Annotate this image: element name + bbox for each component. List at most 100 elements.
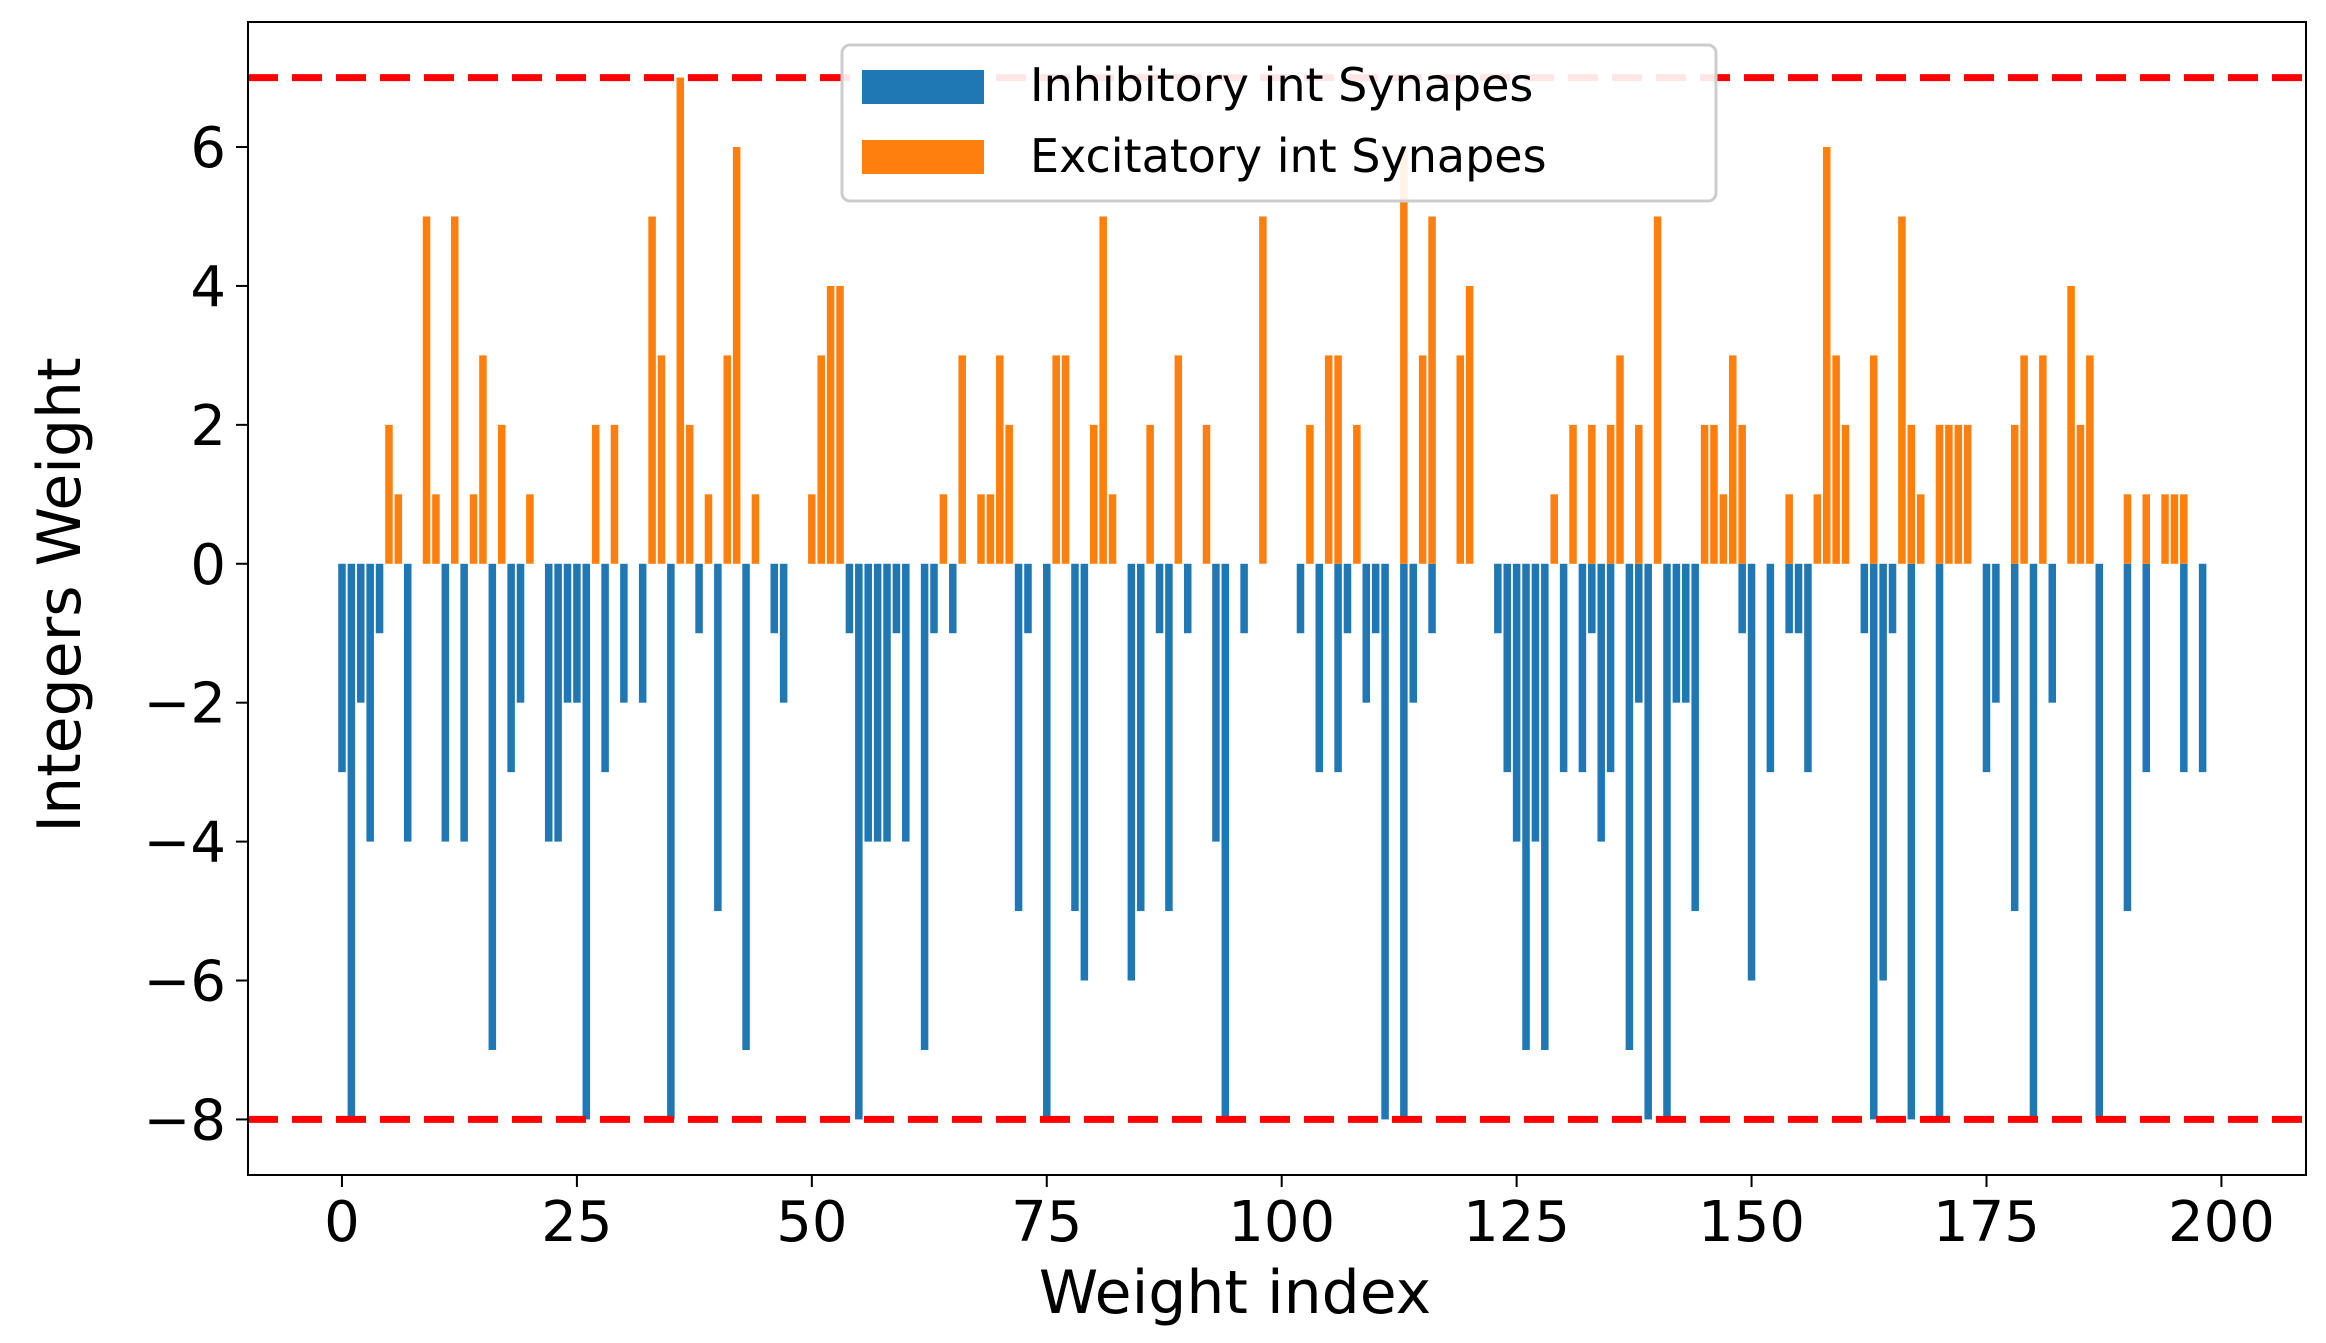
inhibitory-bar — [742, 563, 750, 1050]
excitatory-bar — [1428, 216, 1436, 564]
excitatory-bar — [1146, 424, 1154, 564]
inhibitory-bar — [2048, 563, 2057, 703]
excitatory-bar — [1635, 424, 1643, 564]
excitatory-bar — [836, 285, 844, 564]
inhibitory-bar — [1992, 563, 2000, 703]
x-tick-label: 200 — [2168, 1190, 2275, 1255]
inhibitory-bar — [357, 563, 365, 703]
inhibitory-bar — [1907, 563, 1916, 1120]
inhibitory-bar — [488, 563, 497, 1050]
excitatory-bar — [1306, 424, 1314, 564]
excitatory-bar — [1653, 216, 1662, 564]
excitatory-bar — [591, 424, 600, 564]
inhibitory-bar — [601, 563, 609, 773]
excitatory-bar — [2067, 285, 2075, 564]
excitatory-bar — [610, 424, 619, 564]
excitatory-bar — [2142, 494, 2151, 564]
y-axis: −8 −6 −4 −2 0 2 4 6 — [143, 116, 248, 1153]
inhibitory-bar — [1860, 563, 1869, 634]
inhibitory-bar — [1371, 563, 1380, 634]
excitatory-bar — [469, 494, 478, 564]
excitatory-bar — [704, 494, 713, 564]
excitatory-bar — [1616, 355, 1624, 564]
excitatory-bar — [1465, 285, 1474, 564]
inhibitory-bar — [1212, 563, 1220, 842]
excitatory-bar — [1832, 355, 1840, 564]
excitatory-bar — [986, 494, 995, 564]
inhibitory-bar — [902, 563, 910, 842]
y-tick-label: −4 — [143, 811, 226, 876]
inhibitory-bar — [1428, 563, 1436, 634]
excitatory-bar — [1588, 424, 1596, 564]
inhibitory-bar — [1982, 563, 1991, 773]
excitatory-bar — [977, 494, 985, 564]
excitatory-bar — [751, 494, 760, 564]
inhibitory-bar — [1343, 563, 1352, 634]
excitatory-bar — [2076, 424, 2085, 564]
excitatory-bar — [385, 424, 393, 564]
x-tick-label: 150 — [1698, 1190, 1805, 1255]
excitatory-bar — [939, 494, 948, 564]
inhibitory-bar — [667, 563, 675, 1120]
x-tick-label: 125 — [1463, 1190, 1570, 1255]
inhibitory-bar — [620, 563, 628, 703]
inhibitory-bar — [460, 563, 468, 842]
y-tick-label: 0 — [190, 533, 226, 598]
inhibitory-bar — [1691, 563, 1699, 912]
legend-swatch-inhibitory — [862, 70, 984, 104]
excitatory-bar — [732, 147, 741, 564]
inhibitory-bar — [1682, 563, 1690, 703]
y-tick-label: 2 — [190, 394, 226, 459]
inhibitory-bar — [1559, 563, 1568, 773]
inhibitory-bar — [1522, 563, 1530, 1050]
inhibitory-bar — [638, 563, 647, 703]
inhibitory-bar — [2180, 563, 2188, 773]
legend-box — [840, 43, 1718, 203]
excitatory-bar — [1353, 424, 1361, 564]
excitatory-bar — [657, 355, 666, 564]
y-tick-label: −2 — [143, 672, 226, 737]
excitatory-bar — [450, 216, 459, 564]
excitatory-bar — [1945, 424, 1953, 564]
excitatory-bar — [1898, 216, 1906, 564]
inhibitory-bar — [1625, 563, 1634, 1050]
x-tick-label: 175 — [1933, 1190, 2040, 1255]
x-axis-label: Weight index — [1039, 1258, 1431, 1328]
inhibitory-bar — [714, 563, 722, 912]
inhibitory-bar — [1794, 563, 1803, 634]
excitatory-bar — [1729, 355, 1737, 564]
inhibitory-bar — [1024, 563, 1032, 634]
inhibitory-bar — [1503, 563, 1511, 773]
x-tick-label: 25 — [541, 1190, 612, 1255]
excitatory-bar — [1174, 355, 1183, 564]
inhibitory-bar — [1531, 563, 1540, 842]
excitatory-bar — [2086, 355, 2094, 564]
inhibitory-series — [338, 563, 2207, 1120]
excitatory-bar — [723, 355, 732, 564]
inhibitory-bar — [2029, 563, 2038, 1120]
excitatory-bar — [1963, 424, 1972, 564]
inhibitory-bar — [864, 563, 872, 842]
excitatory-bar — [1061, 355, 1070, 564]
excitatory-bar — [1700, 424, 1709, 564]
y-tick-label: −6 — [143, 950, 226, 1015]
legend: Inhibitory int Synapes Excitatory int Sy… — [840, 43, 1718, 203]
inhibitory-bar — [1155, 563, 1164, 634]
excitatory-bar — [826, 285, 835, 564]
inhibitory-bar — [1804, 563, 1812, 773]
inhibitory-bar — [949, 563, 957, 634]
inhibitory-bar — [582, 563, 591, 1120]
inhibitory-bar — [1635, 563, 1643, 703]
excitatory-bar — [1738, 424, 1746, 564]
inhibitory-bar — [1663, 563, 1671, 1120]
excitatory-bar — [2020, 355, 2028, 564]
excitatory-bar — [1089, 424, 1098, 564]
excitatory-bar — [1954, 424, 1963, 564]
y-tick-label: 4 — [190, 255, 226, 320]
excitatory-bar — [1108, 494, 1117, 564]
inhibitory-bar — [366, 563, 374, 842]
inhibitory-bar — [1183, 563, 1192, 634]
inhibitory-bar — [516, 563, 525, 703]
inhibitory-bar — [695, 563, 703, 634]
